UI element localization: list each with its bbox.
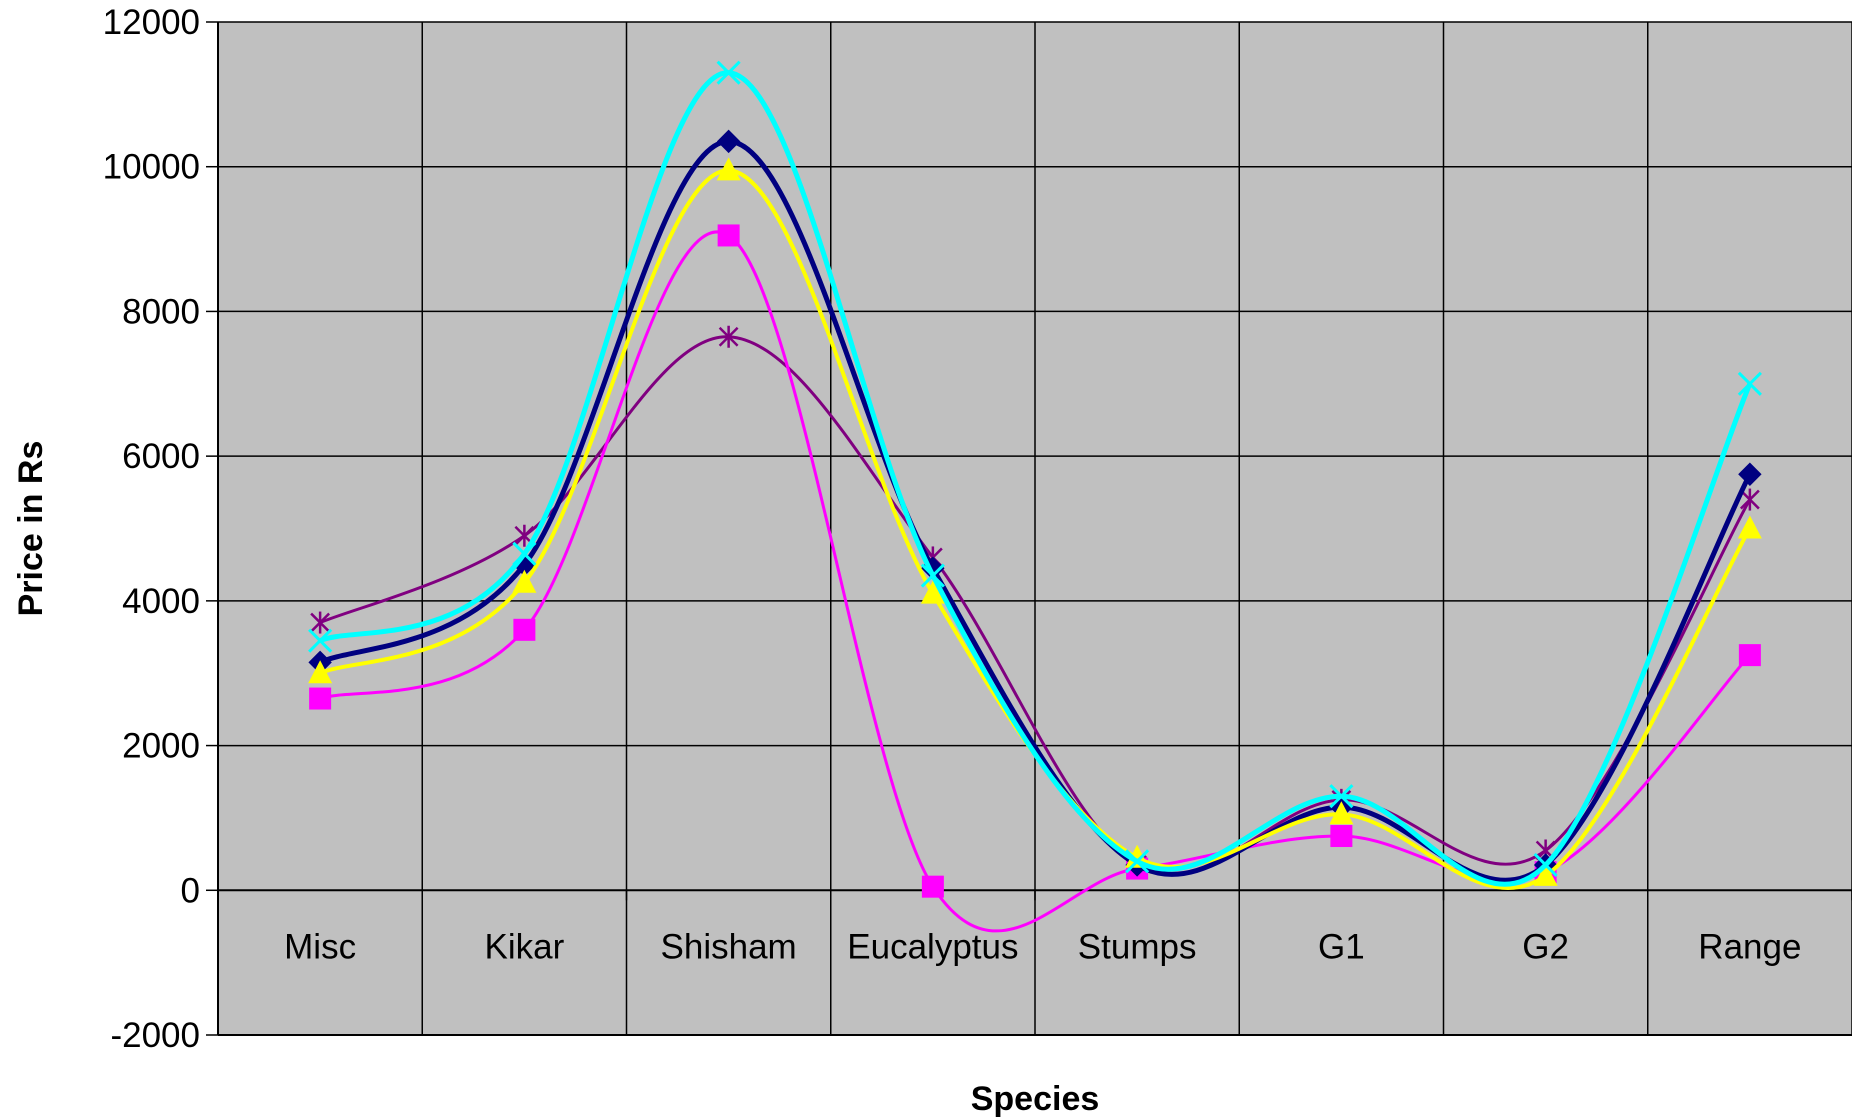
data-point-x (1125, 849, 1150, 874)
data-point-square (717, 224, 740, 247)
x-tick-label: Shisham (661, 927, 797, 966)
data-point-star (1739, 488, 1760, 511)
series-line (319, 168, 1752, 891)
data-point-x-stroke (1329, 784, 1354, 809)
tick-labels: -2000 0 2000 4000 6000 8000 10000 12000 Misc Kika… (103, 3, 1802, 1055)
series-3 (308, 157, 1762, 891)
x-tick-label: Eucalyptus (847, 927, 1018, 966)
x-axis-title: Species (971, 1080, 1100, 1118)
data-point-x (1329, 784, 1354, 809)
x-tick-label: G2 (1522, 927, 1569, 966)
data-point-x (1533, 852, 1558, 878)
data-point-x (1737, 371, 1762, 396)
data-point-triangle (308, 660, 333, 684)
data-point-x (920, 563, 945, 588)
data-point-star (718, 325, 739, 348)
y-tick-label: 10000 (103, 148, 200, 187)
x-tick-label: Stumps (1078, 927, 1197, 966)
data-point-x-stroke (308, 628, 333, 653)
data-point-x-stroke (920, 563, 945, 588)
series-lines (308, 60, 1762, 933)
y-axis-title: Price in Rs (12, 441, 50, 617)
y-tick-label: 12000 (103, 3, 200, 42)
data-point-diamond (1738, 462, 1762, 486)
data-point-triangle (1737, 515, 1762, 539)
data-point-x-stroke (1533, 852, 1558, 878)
data-point-square (1738, 644, 1761, 667)
y-tick-label: 6000 (122, 437, 200, 476)
data-point-triangle (1329, 801, 1354, 825)
x-tick-label: Kikar (485, 927, 565, 966)
data-point-x-stroke (1737, 371, 1762, 396)
data-point-square (309, 687, 332, 710)
data-point-x-stroke (512, 541, 537, 566)
y-tick-label: 4000 (122, 582, 200, 621)
data-point-x (308, 628, 333, 653)
data-point-diamond (716, 129, 741, 154)
data-point-square (921, 875, 944, 898)
x-tick-label: G1 (1318, 927, 1365, 966)
data-point-triangle (1533, 862, 1558, 886)
data-point-triangle (512, 569, 537, 593)
data-point-square (513, 618, 536, 641)
data-point-x (716, 60, 741, 85)
x-tick-label: Range (1698, 927, 1801, 966)
data-point-x-stroke (716, 60, 741, 85)
data-point-x-stroke (1125, 849, 1150, 874)
y-tick-label: 0 (181, 871, 200, 910)
data-point-star (310, 611, 331, 634)
x-tick-label: Misc (284, 927, 356, 966)
axes (206, 21, 1852, 1036)
data-point-triangle (920, 580, 945, 604)
y-tick-label: -2000 (110, 1016, 200, 1055)
data-point-triangle (716, 157, 741, 181)
data-point-square (1330, 825, 1353, 848)
data-point-x (512, 541, 537, 566)
y-tick-label: 8000 (122, 292, 200, 331)
y-tick-label: 2000 (122, 727, 200, 766)
series-4 (308, 60, 1762, 887)
